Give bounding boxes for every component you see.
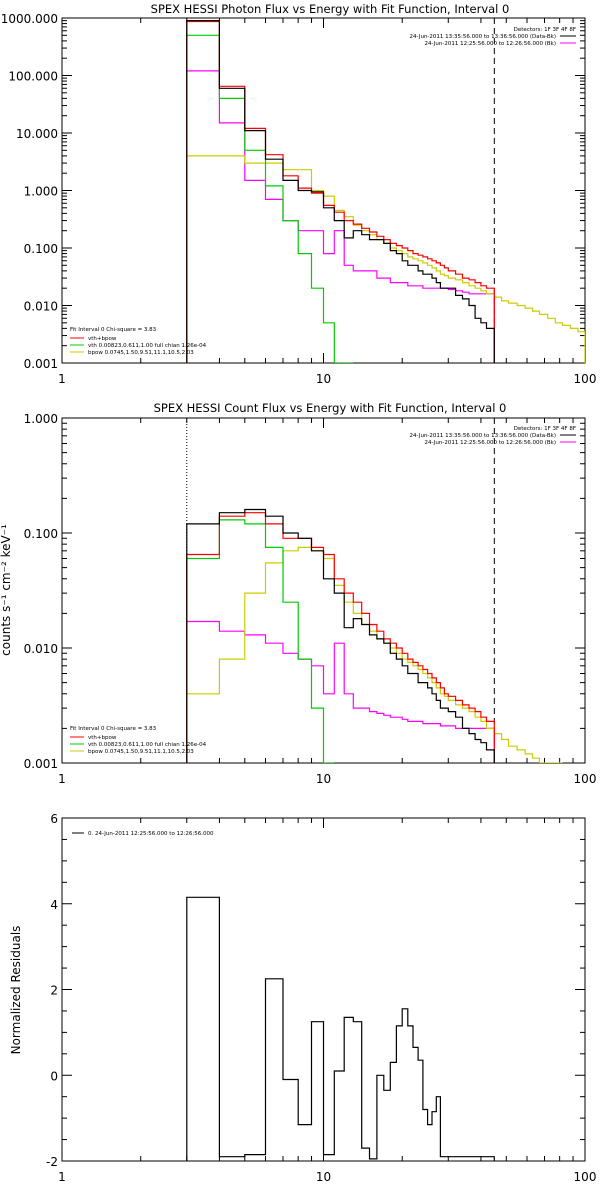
series-residuals — [186, 896, 495, 1161]
series-data-bk — [186, 20, 495, 363]
legend-top-right: Detectors: 1F 3F 4F 8F 24-Jun-2011 13:35… — [410, 426, 576, 446]
x-tick-label: 1 — [58, 772, 66, 786]
legend-bottom-left: Fit Interval 0 Chi-square = 3.83 vth+bpo… — [70, 726, 207, 755]
x-tick-label: 10 — [316, 372, 331, 386]
y-tick-label: 2 — [50, 984, 58, 998]
y-tick-label: -2 — [46, 1155, 58, 1169]
series-group — [186, 508, 563, 763]
series-bk — [186, 70, 495, 363]
y-tick-label: 0.010 — [24, 300, 58, 314]
legend-fit-interval: Fit Interval 0 Chi-square = 3.83 — [70, 327, 157, 333]
y-tick-label: 0.010 — [24, 642, 58, 656]
y-tick-label: 6 — [50, 812, 58, 826]
y-tick-label: 1000.000 — [1, 12, 58, 26]
y-axis-label: Normalized Residuals — [9, 926, 23, 1055]
series-vth — [186, 34, 354, 363]
legend-bk: 24-Jun-2011 12:25:56.000 to 12:26:56.000… — [424, 440, 556, 446]
y-tick-label: 1.000 — [24, 412, 58, 426]
x-tick-label: 100 — [574, 772, 597, 786]
panel-title: SPEX HESSI Photon Flux vs Energy with Fi… — [151, 2, 510, 16]
x-tick-label: 10 — [316, 772, 331, 786]
legend-fit-interval: Fit Interval 0 Chi-square = 3.83 — [70, 726, 157, 732]
legend-data-bk: 24-Jun-2011 13:35:56.000 to 13:36:56.000… — [410, 34, 556, 40]
legend-top-left: 0. 24-Jun-2011 12:25:56.000 to 12:26:56.… — [72, 831, 214, 837]
y-tick-label: 1.000 — [24, 185, 58, 199]
y-tick-label: 0.001 — [24, 757, 58, 771]
series-bk — [186, 620, 495, 763]
legend-detectors: Detectors: 1F 3F 4F 8F — [514, 27, 576, 33]
x-tick-label: 10 — [316, 1170, 331, 1184]
panel-title: SPEX HESSI Count Flux vs Energy with Fit… — [154, 401, 507, 415]
x-tick-label: 1 — [58, 1170, 66, 1184]
y-tick-label: 0.100 — [24, 527, 58, 541]
x-tick-label: 100 — [574, 372, 597, 386]
legend-bpow: bpow 0.0745,1.50,9.51,11.1,10.5,2.03 — [88, 749, 194, 755]
y-tick-label: 0.100 — [24, 242, 58, 256]
series-vth-bpow — [186, 20, 495, 363]
x-tick-label: 1 — [58, 372, 66, 386]
series-bpow — [186, 155, 585, 363]
photon-flux-panel: SPEX HESSI Photon Flux vs Energy with Fi… — [1, 2, 597, 386]
legend-vth: vth 0.00823,0.611,1.00 full chian 1.26e-… — [88, 343, 207, 349]
legend-total: vth+bpow — [88, 336, 117, 342]
legend-top-right: Detectors: 1F 3F 4F 8F 24-Jun-2011 13:35… — [410, 27, 576, 47]
legend-total: vth+bpow — [88, 735, 117, 741]
x-tick-label: 100 — [574, 1170, 597, 1184]
legend-bpow: bpow 0.0745,1.50,9.51,11.1,10.5,2.03 — [88, 350, 194, 356]
series-data-bk — [186, 508, 495, 763]
y-axis-label: counts s⁻¹ cm⁻² keV⁻¹ — [0, 524, 13, 656]
y-tick-label: 0.001 — [24, 357, 58, 371]
series-bpow — [186, 546, 563, 763]
count-flux-panel: SPEX HESSI Count Flux vs Energy with Fit… — [0, 401, 596, 786]
legend-detectors: Detectors: 1F 3F 4F 8F — [514, 426, 576, 432]
y-tick-label: 10.000 — [16, 127, 58, 141]
legend-bottom-left: Fit Interval 0 Chi-square = 3.83 vth+bpo… — [70, 327, 207, 356]
residuals-panel: Normalized Residuals 0. 24-Jun-2011 12:2… — [9, 812, 596, 1184]
legend-residual-interval: 0. 24-Jun-2011 12:25:56.000 to 12:26:56.… — [88, 831, 214, 837]
y-tick-label: 4 — [50, 898, 58, 912]
series-group — [186, 20, 585, 363]
series-vth — [186, 519, 335, 763]
legend-data-bk: 24-Jun-2011 13:35:56.000 to 13:36:56.000… — [410, 433, 556, 439]
legend-vth: vth 0.00823,0.611,1.00 full chian 1.26e-… — [88, 742, 207, 748]
y-tick-label: 0 — [50, 1069, 58, 1083]
legend-bk: 24-Jun-2011 12:25:56.000 to 12:26:56.000… — [424, 41, 556, 47]
series-group — [186, 896, 495, 1161]
y-tick-label: 100.000 — [8, 70, 58, 84]
